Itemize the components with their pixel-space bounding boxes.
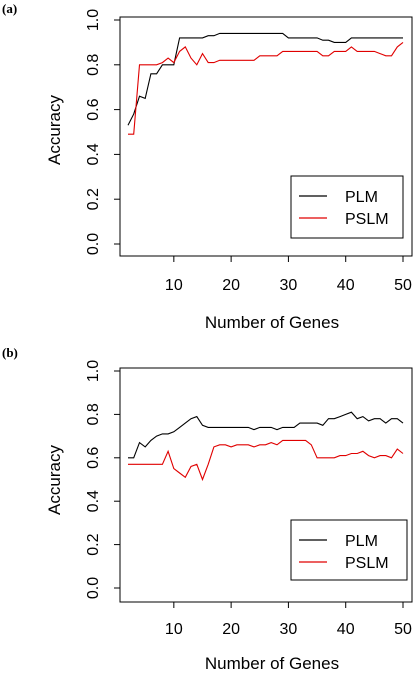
panel-a-x-tick-label: 10 bbox=[165, 277, 183, 294]
panel-a-legend bbox=[290, 175, 404, 239]
panel-a-x-tick-label: 50 bbox=[394, 277, 412, 294]
panel-b-x-axis-title: Number of Genes bbox=[205, 654, 339, 673]
panel-a-x-tick-label: 40 bbox=[337, 277, 355, 294]
panel-b-label: (b) bbox=[2, 345, 18, 360]
panel-b-series-plm bbox=[128, 411, 404, 459]
panel-a-x-tick-label: 20 bbox=[222, 277, 240, 294]
panel-b-series-pslm bbox=[128, 439, 404, 482]
panel-b-y-tick-label: 0.6 bbox=[85, 447, 102, 469]
panel-a-series-plm bbox=[127, 32, 403, 126]
panel-a-y-tick-label: 0.0 bbox=[85, 233, 102, 255]
panel-b-x-tick-label: 10 bbox=[165, 621, 183, 638]
panel-a-y-tick-label: 0.8 bbox=[85, 54, 102, 76]
panel-a-y-tick-label: 0.2 bbox=[85, 188, 102, 210]
panel-b-y-tick-label: 0.2 bbox=[85, 533, 102, 555]
panel-a-legend-label-plm: PLM bbox=[345, 189, 378, 206]
panel-b-y-tick-label: 0.8 bbox=[85, 403, 102, 425]
panel-a-y-tick-label: 0.6 bbox=[85, 98, 102, 120]
panel-b-x-tick-label: 30 bbox=[280, 621, 298, 638]
panel-b-x-tick-label: 20 bbox=[222, 621, 240, 638]
panel-b-y-tick-label: 1.0 bbox=[85, 360, 102, 382]
panel-b-x-tick-label: 40 bbox=[337, 621, 355, 638]
panel-a-x-axis-title: Number of Genes bbox=[205, 313, 339, 332]
panel-b-legend-label-pslm: PSLM bbox=[345, 555, 389, 572]
panel-a-legend-label-pslm: PSLM bbox=[345, 211, 389, 228]
panel-b-y-axis-title: Accuracy bbox=[45, 445, 64, 515]
panel-b-legend-label-plm: PLM bbox=[345, 533, 378, 550]
panel-b-y-tick-label: 0.0 bbox=[85, 577, 102, 599]
panel-a-label: (a) bbox=[2, 1, 17, 16]
panel-a-x-tick-label: 30 bbox=[280, 277, 298, 294]
panel-b-plot-frame bbox=[119, 367, 413, 603]
panel-b-y-tick-label: 0.4 bbox=[85, 490, 102, 512]
panel-a-y-tick-label: 0.4 bbox=[85, 143, 102, 165]
panel-a-y-tick-label: 1.0 bbox=[85, 9, 102, 31]
panel-b-x-tick-label: 50 bbox=[394, 621, 412, 638]
panel-a-plot-frame bbox=[119, 16, 413, 257]
panel-a-series-pslm bbox=[128, 41, 404, 135]
panel-b-legend bbox=[290, 519, 408, 581]
panel-a-y-axis-title: Accuracy bbox=[45, 95, 64, 165]
